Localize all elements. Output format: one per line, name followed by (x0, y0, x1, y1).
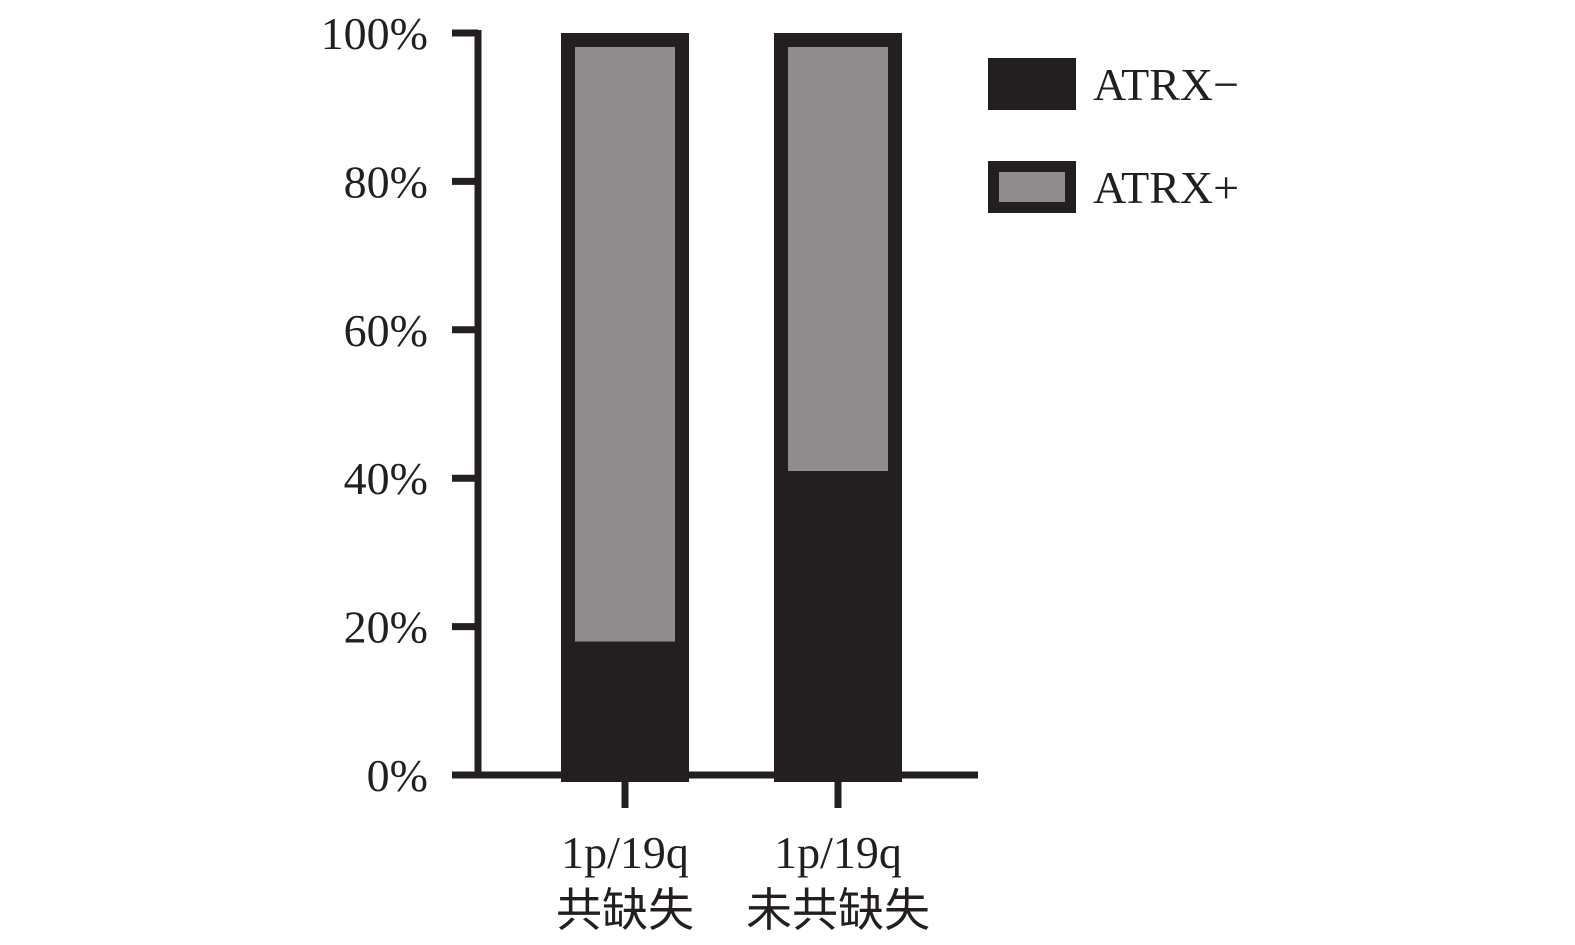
category-label-1-line-1: 1p/19q (561, 827, 689, 878)
y-tick-label-20: 20% (344, 602, 428, 653)
category-label-2-line-1: 1p/19q (774, 827, 902, 878)
legend: ATRX− ATRX+ (988, 58, 1239, 213)
legend-swatch-atrx-positive (999, 172, 1065, 202)
y-tick-label-80: 80% (344, 156, 428, 207)
legend-label-atrx-negative: ATRX− (1093, 59, 1239, 110)
category-label-1-line-2: 共缺失 (556, 885, 694, 936)
axes-group (452, 30, 978, 808)
legend-label-atrx-positive: ATRX+ (1093, 162, 1239, 213)
category-labels-group: 1p/19q 共缺失 1p/19q 未共缺失 (556, 827, 930, 936)
y-tick-label-40: 40% (344, 453, 428, 504)
y-tick-label-100: 100% (321, 8, 428, 59)
bar-segment-2-atrx-negative (774, 470, 902, 775)
bar-segment-2-atrx-positive (774, 33, 902, 471)
bar-segment-1-atrx-positive (561, 33, 689, 642)
bar-segment-1-atrx-negative (561, 641, 689, 775)
y-tick-label-0: 0% (367, 750, 428, 801)
y-ticks-group: 0% 20% 40% 60% 80% 100% (321, 8, 478, 801)
category-label-2-line-2: 未共缺失 (746, 885, 930, 936)
bars-group (561, 33, 902, 782)
legend-swatch-atrx-negative (999, 69, 1065, 99)
y-tick-label-60: 60% (344, 305, 428, 356)
